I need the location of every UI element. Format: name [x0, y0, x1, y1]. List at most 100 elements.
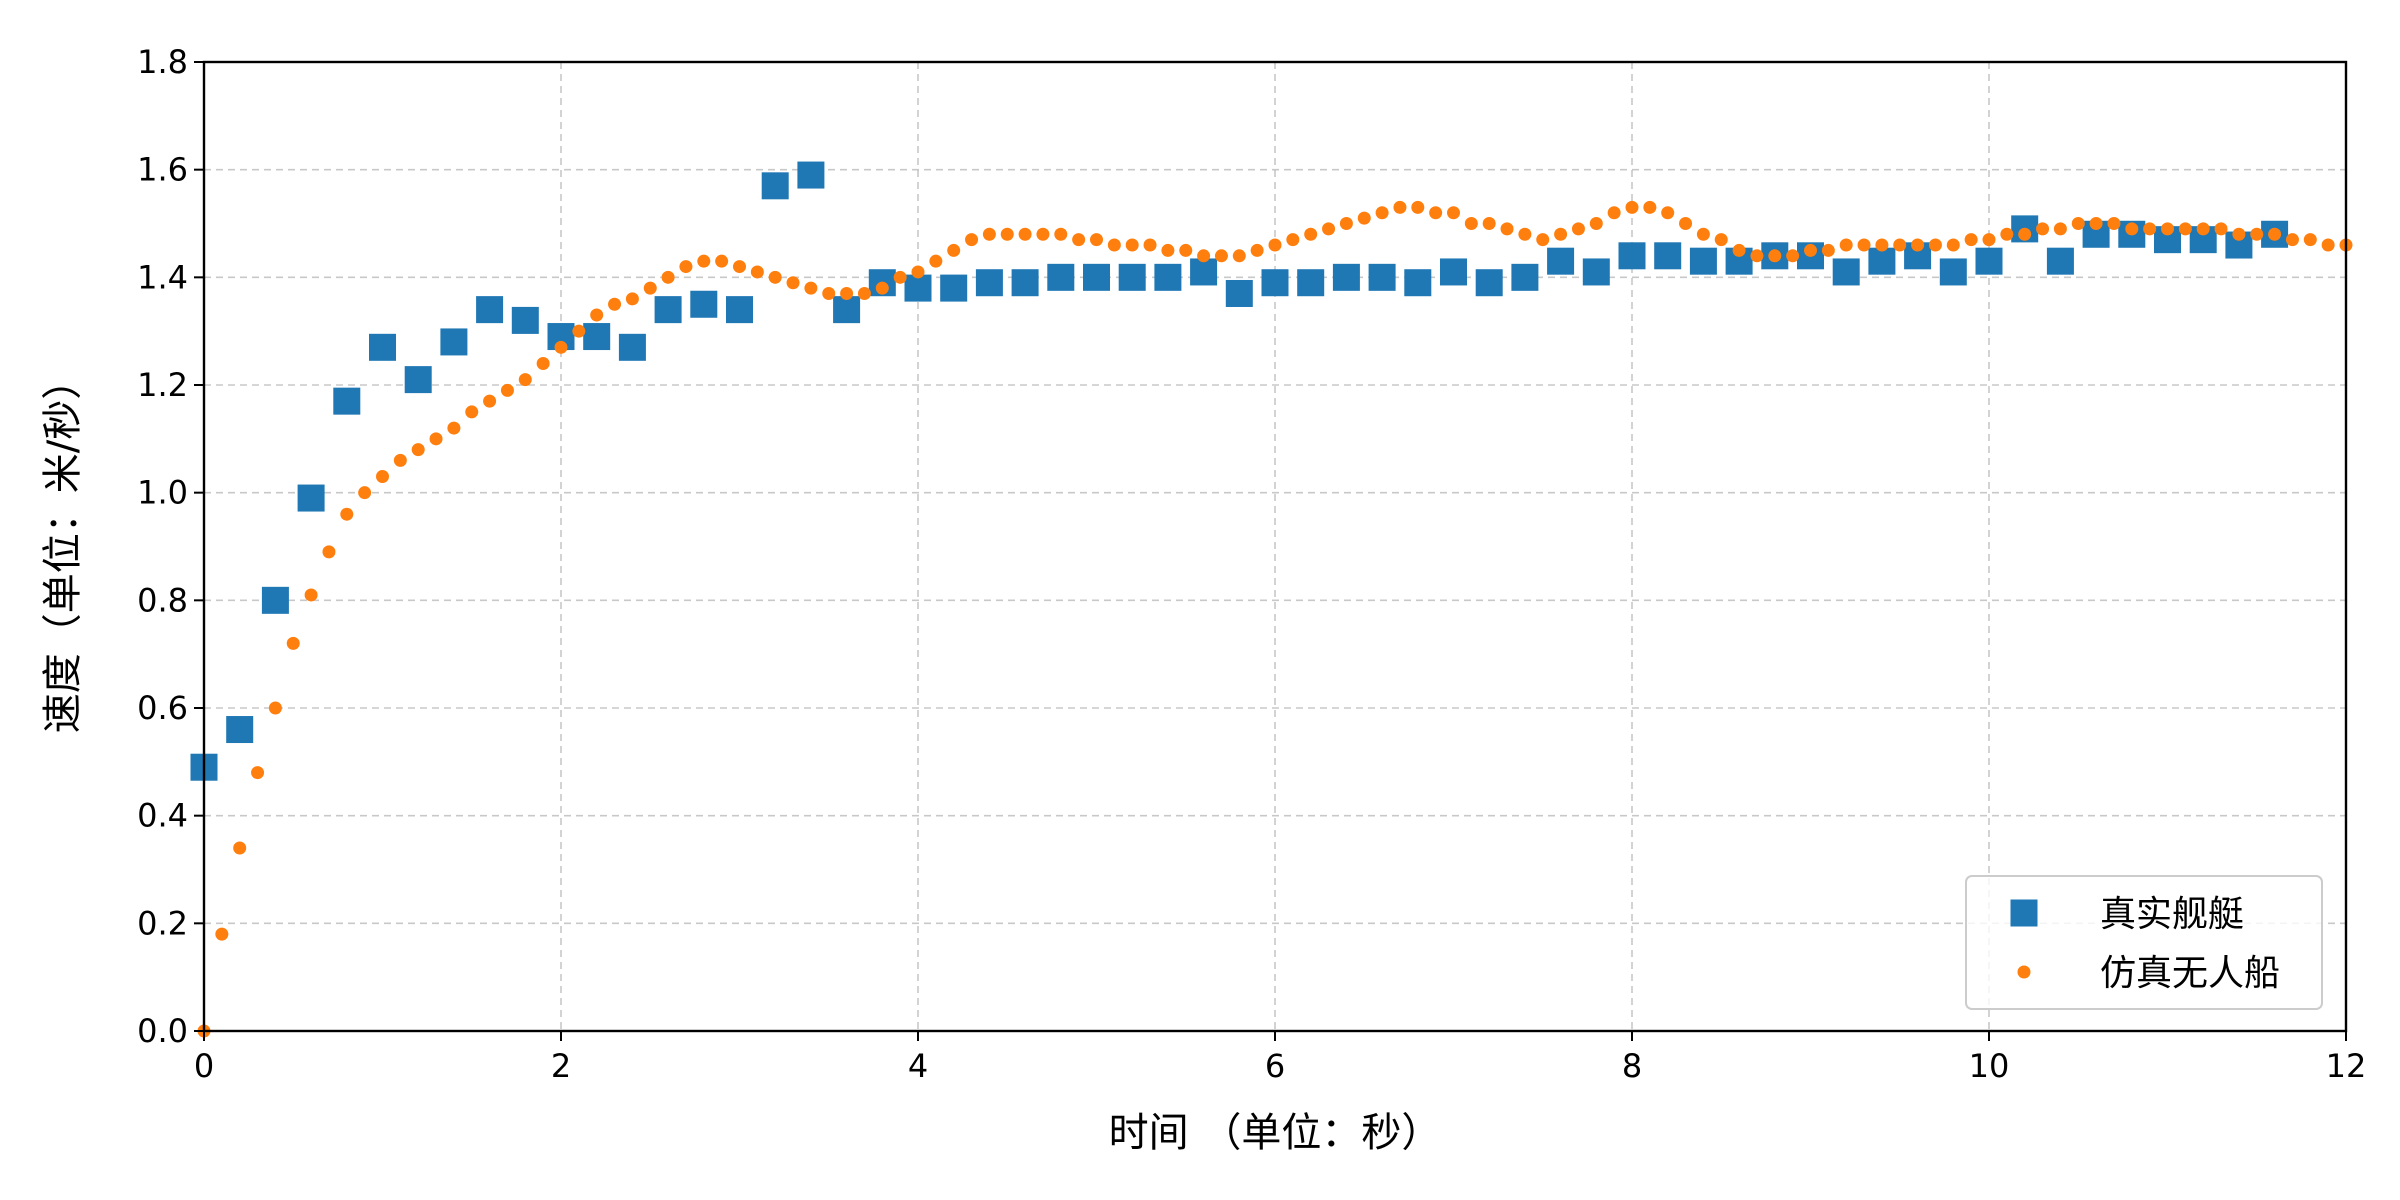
real-ship-point [726, 296, 753, 324]
real-ship-point [1404, 269, 1432, 297]
sim-boat-point [1589, 217, 1603, 230]
sim-boat-point [1500, 222, 1514, 236]
sim-boat-point [483, 394, 497, 408]
sim-boat-point [2303, 233, 2317, 247]
sim-boat-point [340, 507, 354, 521]
sim-boat-point [1054, 227, 1068, 241]
sim-boat-point [286, 636, 300, 650]
sim-boat-point [750, 265, 764, 279]
real-ship-point [1832, 258, 1860, 286]
real-ship-point [369, 333, 396, 361]
sim-boat-point [2000, 227, 2014, 241]
sim-boat-point [1179, 243, 1193, 257]
sim-boat-point [1714, 233, 1728, 247]
sim-boat-point [625, 292, 639, 306]
sim-boat-point [572, 324, 586, 338]
real-ship-point [1582, 258, 1610, 286]
real-ship-point [1083, 263, 1110, 291]
sim-boat-point [715, 254, 729, 268]
sim-boat-point [768, 270, 782, 284]
real-ship-point [1011, 269, 1039, 297]
sim-boat-point [429, 432, 443, 446]
sim-boat-point [251, 766, 265, 780]
sim-boat-point [1393, 200, 1407, 214]
real-ship-point [797, 161, 825, 189]
sim-boat-point [1322, 222, 1336, 236]
sim-boat-point [1268, 238, 1282, 252]
sim-boat-point [1464, 217, 1478, 230]
sim-boat-point [2178, 222, 2192, 236]
sim-boat-point [1946, 238, 1960, 252]
sim-boat-point [875, 281, 889, 295]
sim-boat-point [1839, 238, 1853, 252]
y-tick-label: 1.8 [137, 43, 188, 81]
real-ship-point [1475, 269, 1503, 297]
sim-boat-point [965, 233, 979, 247]
sim-boat-point [1982, 233, 1996, 247]
sim-boat-point [1339, 217, 1353, 230]
legend-marker-real-ship [2010, 899, 2038, 927]
sim-boat-point [1536, 233, 1550, 247]
sim-boat-point [1482, 217, 1496, 230]
sim-boat-point [358, 486, 372, 500]
sim-boat-point [1928, 238, 1942, 252]
legend-box [1965, 875, 2323, 1010]
real-ship-point [1689, 247, 1717, 275]
real-ship-point [1511, 263, 1539, 291]
sim-boat-point [1447, 206, 1460, 220]
sim-boat-point [786, 276, 800, 290]
sim-boat-point [857, 286, 871, 300]
sim-boat-point [518, 373, 532, 387]
real-ship-point [1368, 263, 1396, 291]
x-tick-label: 8 [1622, 1047, 1642, 1085]
real-ship-point [1868, 247, 1896, 275]
sim-boat-point [590, 308, 604, 322]
sim-boat-point [982, 227, 996, 241]
sim-boat-point [268, 701, 282, 715]
real-ship-point [333, 387, 361, 415]
legend-marker-sim-boat [2017, 965, 2031, 979]
real-ship-point [975, 269, 1003, 297]
real-ship-point [1332, 263, 1360, 291]
sim-boat-point [2018, 227, 2032, 241]
real-ship-point [404, 366, 432, 394]
sim-boat-point [1518, 227, 1532, 241]
sim-boat-point [2107, 217, 2121, 230]
sim-boat-point [1411, 200, 1425, 214]
real-ship-point [618, 333, 646, 361]
sim-boat-point [500, 383, 514, 397]
x-tick-label: 4 [908, 1047, 928, 1085]
sim-boat-point [322, 545, 336, 559]
sim-boat-point [1875, 238, 1889, 252]
sim-boat-point [822, 286, 836, 300]
sim-boat-point [411, 443, 425, 457]
sim-boat-point [1732, 243, 1746, 257]
real-ship-point [1154, 263, 1182, 291]
real-ship-point [1547, 247, 1575, 275]
sim-boat-point [608, 297, 622, 311]
real-ship-point [690, 290, 718, 318]
legend-label-sim-boat: 仿真无人船 [2100, 953, 2280, 994]
sim-boat-point [2321, 238, 2335, 252]
sim-boat-point [1554, 227, 1568, 241]
sim-boat-point [2196, 222, 2210, 236]
sim-boat-point [1429, 206, 1443, 220]
sim-boat-point [233, 841, 247, 855]
real-ship-point [1047, 263, 1075, 291]
sim-boat-point [1643, 200, 1657, 214]
real-ship-point [833, 296, 861, 324]
sim-boat-point [1375, 206, 1389, 220]
x-tick-label: 10 [1969, 1047, 2010, 1085]
sim-boat-point [893, 270, 907, 284]
sim-boat-point [1964, 233, 1978, 247]
legend: 真实舰艇 仿真无人船 [1965, 875, 2323, 1010]
sim-boat-point [1821, 243, 1835, 257]
sim-boat-point [376, 470, 389, 484]
sim-boat-point [393, 453, 407, 467]
axis-ticks: 0 2 4 6 8 10 12 0.0 0.2 0.4 0.6 0.8 1.0 1.2 1.4 1.6 1.8 [137, 43, 2366, 1085]
sim-boat-point [1143, 238, 1157, 252]
real-ship-point [1261, 269, 1289, 297]
sim-boat-point [1125, 238, 1139, 252]
real-ship-point [1939, 258, 1967, 286]
